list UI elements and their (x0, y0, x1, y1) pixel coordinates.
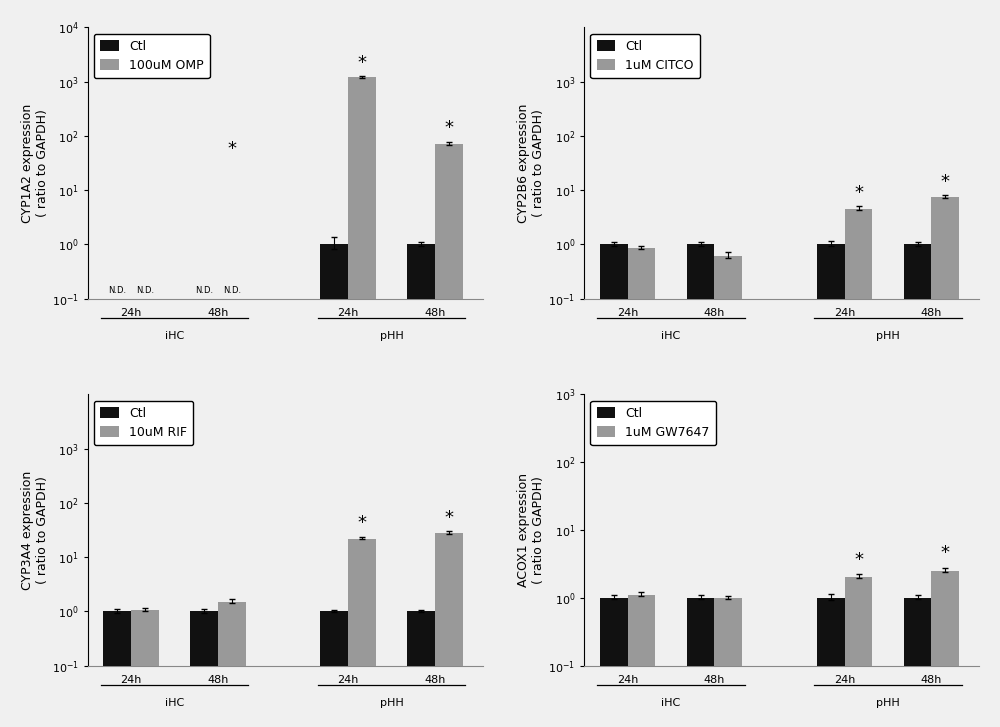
Y-axis label: CYP2B6 expression
( ratio to GAPDH): CYP2B6 expression ( ratio to GAPDH) (517, 103, 545, 222)
Text: pHH: pHH (380, 698, 403, 708)
Text: *: * (854, 184, 863, 202)
Bar (628, 595, 655, 727)
Y-axis label: CYP1A2 expression
( ratio to GAPDH): CYP1A2 expression ( ratio to GAPDH) (21, 103, 49, 222)
Text: *: * (941, 173, 950, 191)
Bar (817, 244, 845, 727)
Text: N.D.: N.D. (223, 286, 241, 295)
Bar (190, 611, 218, 727)
Text: iHC: iHC (165, 332, 184, 341)
Text: pHH: pHH (876, 332, 900, 341)
Text: iHC: iHC (661, 698, 681, 708)
Bar (600, 244, 628, 727)
Legend: Ctl, 100uM OMP: Ctl, 100uM OMP (94, 33, 210, 79)
Bar (435, 533, 463, 727)
Bar (348, 77, 376, 727)
Legend: Ctl, 1uM CITCO: Ctl, 1uM CITCO (590, 33, 700, 79)
Bar (407, 611, 435, 727)
Text: iHC: iHC (165, 698, 184, 708)
Bar (407, 244, 435, 727)
Bar (600, 598, 628, 727)
Bar (931, 571, 959, 727)
Y-axis label: ACOX1 expression
( ratio to GAPDH): ACOX1 expression ( ratio to GAPDH) (517, 473, 545, 587)
Text: *: * (854, 551, 863, 569)
Bar (904, 598, 931, 727)
Bar (131, 610, 159, 727)
Bar (320, 611, 348, 727)
Bar (218, 602, 246, 727)
Legend: Ctl, 1uM GW7647: Ctl, 1uM GW7647 (590, 401, 716, 446)
Bar (687, 598, 714, 727)
Text: pHH: pHH (380, 332, 403, 341)
Text: *: * (357, 54, 366, 72)
Text: *: * (444, 509, 453, 526)
Bar (103, 611, 131, 727)
Text: *: * (444, 119, 453, 137)
Bar (845, 577, 872, 727)
Legend: Ctl, 10uM RIF: Ctl, 10uM RIF (94, 401, 193, 446)
Bar (714, 598, 742, 727)
Bar (904, 244, 931, 727)
Bar (817, 598, 845, 727)
Bar (687, 244, 714, 727)
Text: N.D.: N.D. (136, 286, 154, 295)
Text: pHH: pHH (876, 698, 900, 708)
Bar (845, 209, 872, 727)
Text: iHC: iHC (661, 332, 681, 341)
Bar (320, 244, 348, 727)
Text: *: * (227, 140, 236, 158)
Bar (931, 197, 959, 727)
Bar (348, 539, 376, 727)
Text: N.D.: N.D. (108, 286, 126, 295)
Bar (628, 248, 655, 727)
Text: *: * (941, 544, 950, 562)
Bar (714, 257, 742, 727)
Bar (435, 145, 463, 727)
Text: N.D.: N.D. (195, 286, 213, 295)
Text: *: * (357, 514, 366, 532)
Y-axis label: CYP3A4 expression
( ratio to GAPDH): CYP3A4 expression ( ratio to GAPDH) (21, 470, 49, 590)
